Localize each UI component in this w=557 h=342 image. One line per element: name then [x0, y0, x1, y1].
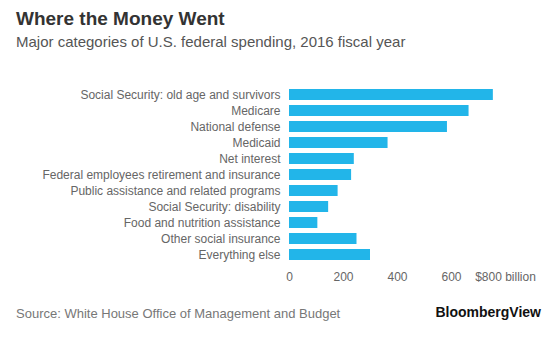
- svg-text:Public assistance and related: Public assistance and related programs: [70, 184, 280, 198]
- svg-text:Medicare: Medicare: [231, 104, 281, 118]
- svg-text:National defense: National defense: [190, 120, 280, 134]
- svg-text:Everything else: Everything else: [198, 248, 280, 262]
- svg-text:$800 billion: $800 billion: [475, 270, 536, 284]
- svg-text:400: 400: [387, 270, 407, 284]
- svg-text:0: 0: [286, 270, 293, 284]
- svg-text:Food and nutrition assistance: Food and nutrition assistance: [124, 216, 281, 230]
- svg-text:Medicaid: Medicaid: [232, 136, 280, 150]
- html-text:Source: White House Office of: Source: White House Office of Management…: [16, 306, 341, 321]
- html-text:BloombergView: BloombergView: [435, 304, 541, 320]
- svg-text:Net interest: Net interest: [219, 152, 281, 166]
- svg-text:Other social insurance: Other social insurance: [161, 232, 281, 246]
- html-text:Major categories of U.S. feder: Major categories of U.S. federal spendin…: [16, 33, 406, 50]
- svg-text:Federal employees retirement a: Federal employees retirement and insuran…: [42, 168, 280, 182]
- svg-text:200: 200: [333, 270, 353, 284]
- svg-text:Social Security: disability: Social Security: disability: [148, 200, 280, 214]
- html-text:Where the Money Went: Where the Money Went: [16, 8, 225, 29]
- svg-text:Social Security: old age and s: Social Security: old age and survivors: [80, 88, 280, 102]
- svg-text:600: 600: [441, 270, 461, 284]
